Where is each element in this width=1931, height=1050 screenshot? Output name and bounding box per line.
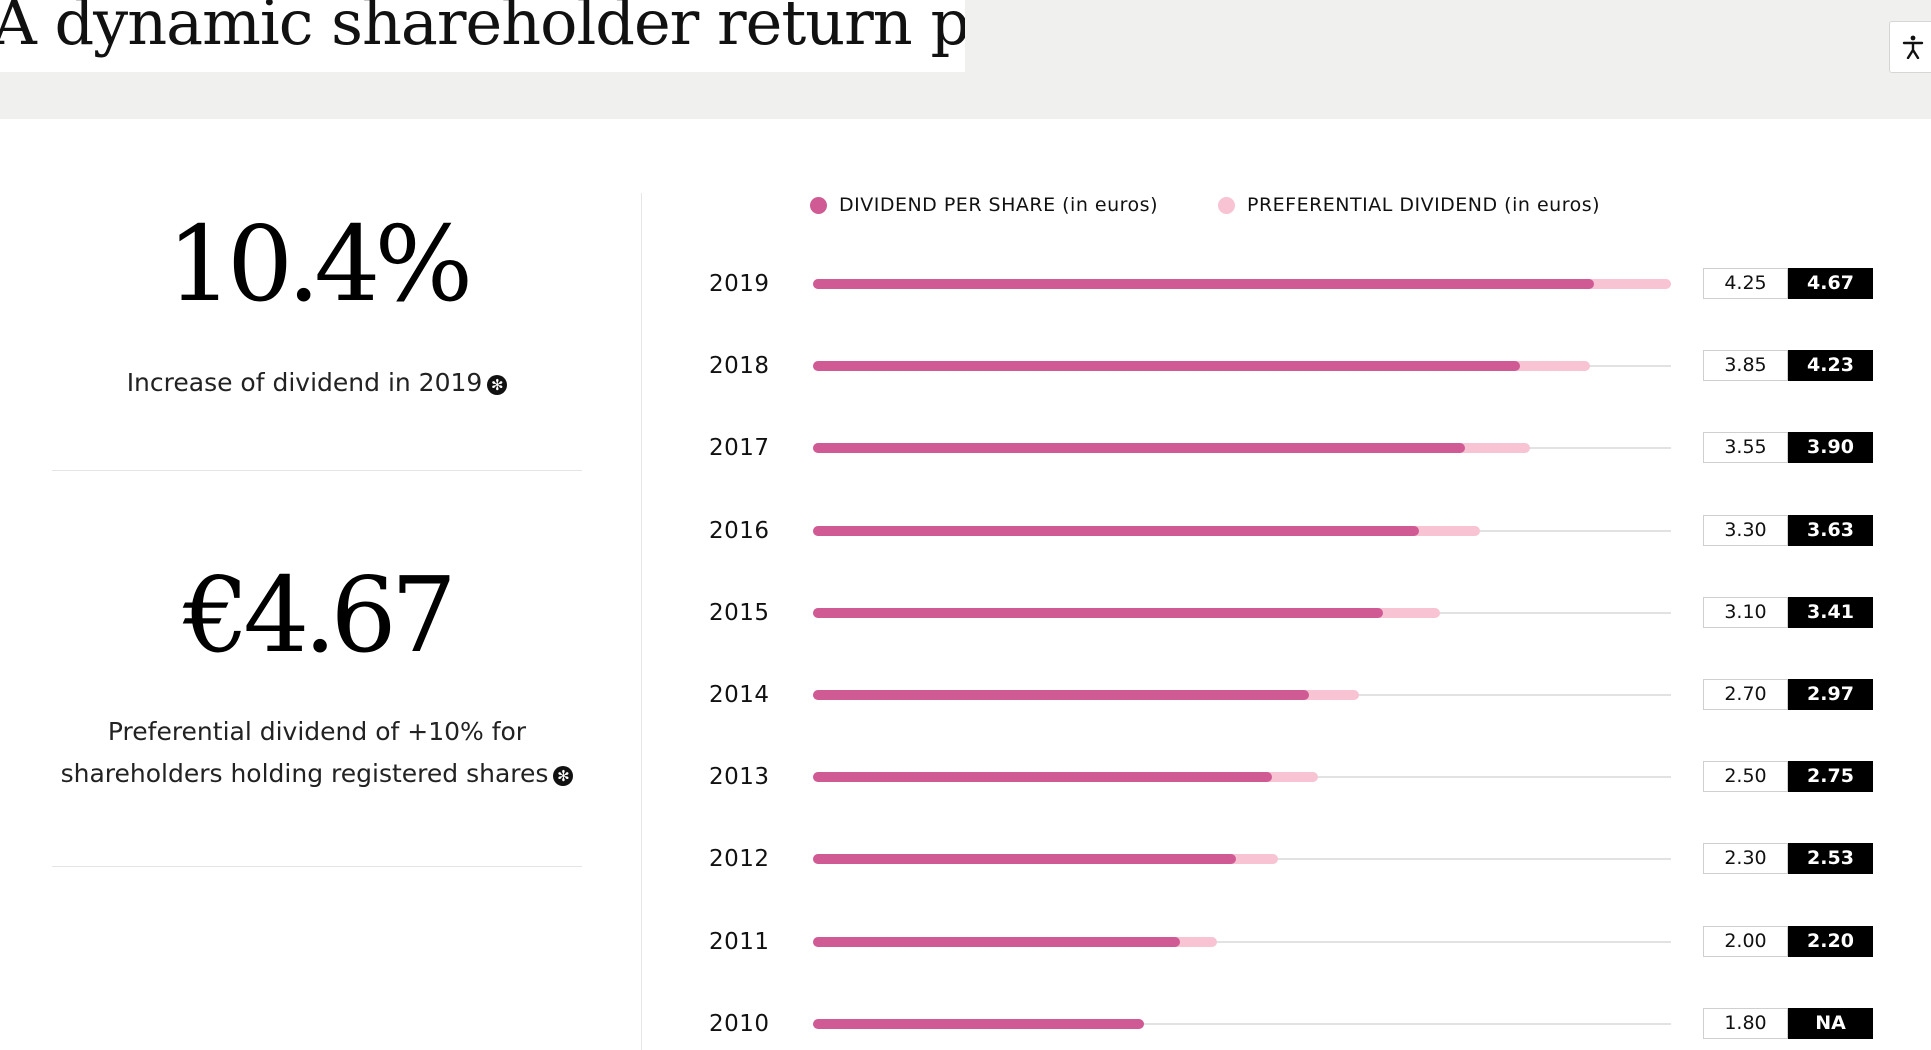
chart-legend: DIVIDEND PER SHARE (in euros) PREFERENTI… [810,194,1660,216]
value-preferential-dividend: 2.20 [1788,925,1873,957]
asterisk-icon[interactable]: ✻ [553,766,574,786]
bar-dividend-per-share [813,854,1236,865]
bar-dividend-per-share [813,279,1594,289]
page-header: A dynamic shareholder return policy [0,0,1931,119]
chart-row: 2016 3.30 3.63 [0,511,1931,551]
legend-swatch [810,196,827,214]
year-label: 2018 [709,353,770,380]
legend-swatch [1217,196,1235,214]
value-preferential-dividend: 2.53 [1788,843,1873,875]
chart-row: 2018 3.85 4.23 [0,346,1931,386]
bar-dividend-per-share [813,690,1310,700]
accessibility-button[interactable] [1889,21,1931,73]
year-label: 2011 [709,928,770,955]
value-preferential-dividend: 2.97 [1788,679,1873,710]
divider [52,866,582,867]
year-label: 2014 [709,682,770,708]
chart-row: 2011 2.00 2.20 [0,922,1931,962]
page-title: A dynamic shareholder return policy [0,0,965,59]
bar-dividend-per-share [813,607,1383,618]
bar-dividend-per-share [813,443,1466,454]
bar-dividend-per-share [813,525,1420,536]
value-dividend-per-share: 1.80 [1703,1007,1788,1039]
year-label: 2016 [709,517,770,544]
stat-value: 10.4% [166,203,473,325]
stat-description-line: Preferential dividend of +10% for [107,717,527,746]
value-dividend-per-share: 3.55 [1703,432,1788,464]
chart-row: 2013 2.50 2.75 [0,757,1931,797]
value-dividend-per-share: 2.30 [1703,843,1788,875]
stat-value: €4.67 [183,554,457,676]
value-preferential-dividend: 4.67 [1788,268,1873,299]
value-preferential-dividend: NA [1788,1007,1873,1039]
bar-track [813,1022,1671,1025]
asterisk-icon[interactable]: ✻ [487,375,508,395]
accessibility-icon [1902,35,1924,59]
chart-row: 2010 1.80 NA [0,1004,1931,1044]
legend-label: DIVIDEND PER SHARE (in euros) [839,194,1158,216]
chart-row: 2015 3.10 3.41 [0,593,1931,633]
value-dividend-per-share: 2.50 [1703,761,1788,793]
stat-description-line: shareholders holding registered shares ✻ [52,753,582,795]
value-preferential-dividend: 2.75 [1788,761,1873,793]
title-box: A dynamic shareholder return policy [0,0,965,72]
legend-item-preferential: PREFERENTIAL DIVIDEND (in euros) [1217,194,1601,216]
bar-dividend-per-share [813,772,1273,783]
year-label: 2019 [709,271,770,297]
year-label: 2010 [709,1010,770,1037]
divider [52,470,582,471]
value-preferential-dividend: 4.23 [1788,350,1873,382]
value-dividend-per-share: 3.10 [1703,596,1788,628]
value-dividend-per-share: 2.70 [1703,679,1788,710]
year-label: 2013 [709,764,770,791]
stat-dividend-increase: 10.4% Increase of dividend in 2019 ✻ [52,212,582,404]
chart-row: 2014 2.70 2.97 [0,675,1931,715]
bar-track [813,940,1671,943]
stat-description: Increase of dividend in 2019 ✻ [52,362,582,404]
bar-dividend-per-share [813,1018,1144,1029]
stat-description: Preferential dividend of +10% for shareh… [52,711,582,795]
value-dividend-per-share: 2.00 [1703,925,1788,957]
legend-item-dividend: DIVIDEND PER SHARE (in euros) [810,194,1158,216]
value-dividend-per-share: 4.25 [1703,268,1788,299]
value-dividend-per-share: 3.85 [1703,350,1788,382]
stat-description-text: shareholders holding registered shares [60,759,549,788]
legend-label: PREFERENTIAL DIVIDEND (in euros) [1246,194,1601,216]
year-label: 2012 [709,846,770,873]
year-label: 2017 [709,435,770,462]
stat-description-text: Increase of dividend in 2019 [126,368,483,397]
bar-dividend-per-share [813,361,1521,372]
chart-row: 2017 3.55 3.90 [0,428,1931,468]
bar-dividend-per-share [813,936,1181,947]
column-divider [641,193,642,1050]
stat-preferential-dividend: €4.67 Preferential dividend of +10% for … [52,563,582,795]
chart-row: 2019 4.25 4.67 [0,264,1931,304]
value-preferential-dividend: 3.41 [1788,596,1873,628]
chart-row: 2012 2.30 2.53 [0,839,1931,879]
value-dividend-per-share: 3.30 [1703,514,1788,546]
value-preferential-dividend: 3.90 [1788,432,1873,464]
value-preferential-dividend: 3.63 [1788,514,1873,546]
year-label: 2015 [709,599,770,626]
